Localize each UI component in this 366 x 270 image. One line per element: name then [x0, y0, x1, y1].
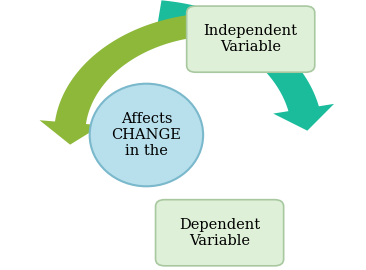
Text: Independent
Variable: Independent Variable [204, 24, 298, 54]
Text: Affects
CHANGE
in the: Affects CHANGE in the [112, 112, 181, 158]
FancyBboxPatch shape [156, 200, 284, 266]
Polygon shape [40, 13, 208, 145]
FancyBboxPatch shape [187, 6, 315, 72]
Polygon shape [158, 0, 334, 131]
Text: Dependent
Variable: Dependent Variable [179, 218, 260, 248]
Ellipse shape [90, 84, 203, 186]
